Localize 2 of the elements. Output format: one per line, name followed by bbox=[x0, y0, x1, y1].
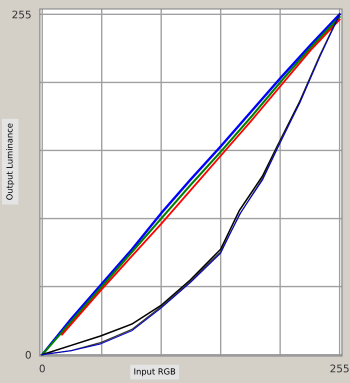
x-axis-title: Input RGB bbox=[134, 368, 176, 376]
y-axis-title: Output Luminance bbox=[6, 124, 14, 200]
